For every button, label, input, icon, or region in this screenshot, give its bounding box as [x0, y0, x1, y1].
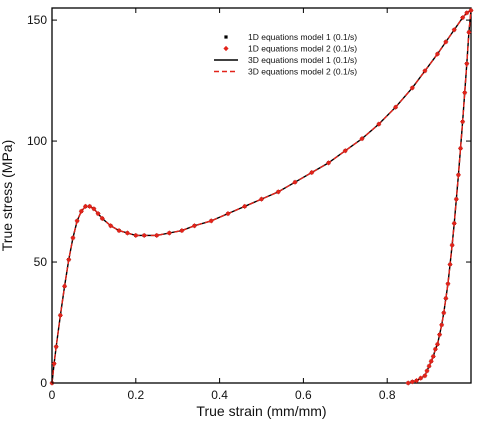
data-point [434, 341, 441, 347]
data-point [309, 169, 315, 176]
data-point [462, 90, 468, 96]
data-point [439, 322, 445, 328]
data-point [116, 227, 122, 234]
data-point [445, 281, 451, 287]
data-point [51, 361, 57, 367]
y-tick-label: 100 [27, 134, 47, 148]
plot-area [51, 7, 472, 384]
data-point [99, 215, 105, 222]
data-point [154, 232, 160, 239]
y-tick-label: 0 [40, 376, 47, 390]
data-point [292, 179, 298, 185]
data-point [405, 380, 411, 386]
data-point [422, 373, 428, 379]
data-point [434, 51, 441, 57]
data-point [87, 203, 93, 209]
data-point [74, 218, 80, 224]
legend-item: 1D equations model 1 (0.1/s) [224, 32, 357, 42]
data-point [376, 121, 382, 127]
legend-label: 3D equations model 2 (0.1/s) [248, 67, 357, 77]
data-point [124, 230, 131, 236]
legend-label: 3D equations model 1 (0.1/s) [248, 55, 357, 65]
data-point [57, 312, 63, 318]
series-1d-equations-model-2-0-1-s [49, 7, 474, 386]
data-point [409, 379, 415, 385]
x-tick-label: 0 [49, 388, 56, 402]
data-point [455, 172, 462, 178]
data-point [91, 206, 97, 212]
x-tick-label: 0.6 [295, 388, 312, 402]
data-point [225, 211, 231, 217]
legend-marker [224, 35, 228, 39]
data-point [426, 363, 432, 369]
data-point [418, 375, 424, 381]
data-point [325, 160, 332, 166]
x-axis-title: True strain (mm/mm) [196, 403, 326, 419]
data-point [443, 295, 449, 301]
legend-item: 3D equations model 2 (0.1/s) [214, 67, 357, 77]
data-point [191, 223, 198, 229]
data-point [133, 232, 139, 239]
data-point [242, 203, 248, 209]
legend-item: 3D equations model 1 (0.1/s) [214, 55, 357, 65]
data-point [70, 235, 76, 241]
x-tick-label: 0.4 [211, 388, 228, 402]
data-point [275, 189, 281, 195]
data-point [424, 368, 430, 374]
data-point [457, 145, 464, 151]
data-point [436, 332, 443, 338]
data-point [95, 211, 101, 217]
data-point [141, 232, 147, 239]
legend: 1D equations model 1 (0.1/s) 1D equations… [214, 32, 357, 77]
data-point [468, 7, 474, 14]
plot-frame [51, 7, 472, 384]
data-point [342, 148, 348, 154]
data-point [447, 261, 453, 268]
data-point [464, 10, 470, 16]
data-point [466, 29, 472, 35]
data-point [428, 358, 434, 364]
data-point [392, 104, 399, 110]
data-point [166, 230, 172, 236]
data-point [451, 27, 457, 33]
data-point [108, 223, 114, 229]
data-point [464, 61, 470, 67]
data-point [453, 196, 459, 202]
data-point [66, 257, 72, 263]
y-tick-label: 150 [27, 13, 47, 27]
y-tick-label: 50 [34, 255, 48, 269]
data-point [82, 203, 89, 209]
x-tick-label: 0.2 [127, 388, 144, 402]
data-point [460, 119, 466, 125]
y-axis-title: True stress (MPa) [0, 140, 15, 252]
data-point [208, 218, 214, 224]
data-point [449, 242, 455, 248]
data-point [460, 15, 466, 21]
data-point [451, 220, 457, 226]
data-point [443, 39, 449, 45]
legend-marker [223, 45, 229, 52]
data-point [179, 227, 185, 234]
data-point [61, 283, 68, 289]
data-point [78, 208, 84, 214]
data-point [430, 353, 436, 359]
data-point [441, 310, 447, 316]
legend-label: 1D equations model 1 (0.1/s) [248, 32, 357, 42]
data-point [409, 85, 415, 91]
legend-label: 1D equations model 2 (0.1/s) [248, 44, 357, 54]
data-point [258, 196, 265, 202]
legend-item: 1D equations model 2 (0.1/s) [223, 44, 357, 54]
axes-layer: 0 0.2 0.4 0.6 0.8 0 50 100 150 [27, 8, 471, 402]
data-point [359, 136, 365, 142]
x-tick-label: 0.8 [379, 388, 396, 402]
data-point [422, 68, 428, 74]
data-point [413, 377, 420, 384]
data-point [432, 346, 438, 352]
series-layer [49, 7, 474, 386]
data-point [53, 344, 59, 350]
